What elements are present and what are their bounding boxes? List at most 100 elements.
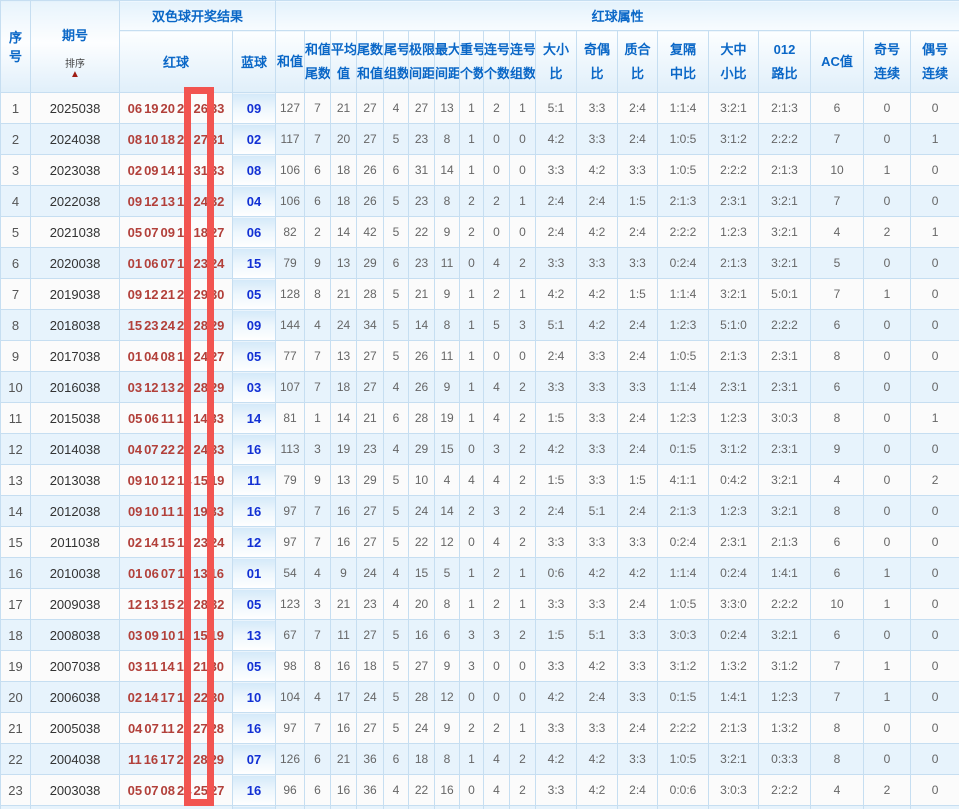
red-ball-number: 30 xyxy=(209,286,225,302)
attr-tail-sum-cell: 24 xyxy=(356,681,385,713)
red-ball-number: 31 xyxy=(193,162,208,178)
attr-limit-span-cell: 28 xyxy=(408,681,436,713)
attr-sum-cell: 126 xyxy=(275,743,306,775)
attr-sum-cell xyxy=(275,805,306,809)
attr-012-road-ratio-cell: 2:2:2 xyxy=(758,588,812,620)
attr-big-mid-small-ratio-cell: 0:4:2 xyxy=(708,464,760,496)
attr-012-road-ratio-cell xyxy=(758,805,812,809)
attr-average-cell: 18 xyxy=(330,371,358,403)
attr-average-cell: 11 xyxy=(330,619,358,651)
red-ball-number: 06 xyxy=(144,565,159,581)
attr-consecutive-count-cell: 0 xyxy=(483,216,511,248)
red-ball-number: 24 xyxy=(177,782,192,798)
red-ball-number: 17 xyxy=(160,751,175,767)
serial-cell: 14 xyxy=(0,495,31,527)
attr-ac-value-cell: 8 xyxy=(810,495,865,527)
attr-odd-even-ratio-cell: 4:2 xyxy=(576,278,619,310)
col-header-big-small-ratio: 大小比 xyxy=(535,30,578,93)
attr-odd-even-ratio-cell: 2:4 xyxy=(576,681,619,713)
red-ball-number: 02 xyxy=(127,689,143,705)
attr-consecutive-count-cell xyxy=(483,805,511,809)
attr-sum-tail-cell: 3 xyxy=(304,433,332,465)
attr-consecutive-count-cell: 0 xyxy=(483,154,511,186)
attr-even-consecutive-cell: 0 xyxy=(910,495,959,527)
red-ball-number: 21 xyxy=(193,658,208,674)
attr-tail-groups-cell: 5 xyxy=(383,123,410,155)
attr-max-gap-cell: 12 xyxy=(434,681,461,713)
red-ball-number: 24 xyxy=(193,441,208,457)
red-ball-number: 04 xyxy=(144,348,159,364)
attr-consecutive-groups-cell: 2 xyxy=(509,464,537,496)
red-ball-number: 31 xyxy=(209,131,225,147)
attr-tail-sum-cell: 27 xyxy=(356,495,385,527)
group-header-red-attributes: 红球属性 xyxy=(275,0,959,31)
attr-average-cell: 16 xyxy=(330,495,358,527)
attr-fu-ge-zhong-ratio-cell: 0:2:4 xyxy=(657,247,710,279)
attr-repeat-count-cell: 1 xyxy=(459,92,485,124)
period-cell: 2009038 xyxy=(30,588,120,620)
serial-cell: 10 xyxy=(0,371,31,403)
attr-012-road-ratio-cell: 5:0:1 xyxy=(758,278,812,310)
attr-012-road-ratio-cell: 0:3:3 xyxy=(758,743,812,775)
sort-ascending-icon[interactable]: ▲ xyxy=(70,68,80,80)
attr-repeat-count-cell: 1 xyxy=(459,557,485,589)
attr-consecutive-groups-cell: 1 xyxy=(509,588,537,620)
attr-sum-tail-cell: 4 xyxy=(304,557,332,589)
attr-tail-groups-cell: 4 xyxy=(383,557,410,589)
attr-odd-consecutive-cell: 0 xyxy=(863,309,912,341)
result-row: 8 2018038 15 23 24 25 28 29 09 144 4 24 34 5 14 8 1 5 3 5:1… xyxy=(0,309,959,341)
attr-even-consecutive-cell: 1 xyxy=(910,402,959,434)
period-cell: 2021038 xyxy=(30,216,120,248)
period-cell: 2013038 xyxy=(30,464,120,496)
red-ball-number: 33 xyxy=(209,410,225,426)
attr-fu-ge-zhong-ratio-cell xyxy=(657,805,710,809)
attr-max-gap-cell: 4 xyxy=(434,464,461,496)
attr-repeat-count-cell: 1 xyxy=(459,588,485,620)
attr-big-small-ratio-cell: 2:4 xyxy=(535,495,578,527)
serial-cell: 16 xyxy=(0,557,31,589)
attr-012-road-ratio-cell: 3:2:1 xyxy=(758,247,812,279)
attr-ac-value-cell: 7 xyxy=(810,650,865,682)
serial-cell: 21 xyxy=(0,712,31,744)
col-header-average: 平均值 xyxy=(330,30,358,93)
attr-odd-consecutive-cell: 2 xyxy=(863,774,912,806)
col-header-fu-ge-zhong-ratio: 复隔 中比 xyxy=(657,30,710,93)
attr-sum-tail-cell: 4 xyxy=(304,309,332,341)
attr-odd-even-ratio-cell: 2:4 xyxy=(576,185,619,217)
attr-prime-composite-ratio-cell: 2:4 xyxy=(617,712,659,744)
attr-max-gap-cell: 8 xyxy=(434,743,461,775)
serial-cell: 7 xyxy=(0,278,31,310)
attr-012-road-ratio-cell: 3:2:1 xyxy=(758,619,812,651)
serial-cell: 13 xyxy=(0,464,31,496)
red-ball-number: 01 xyxy=(127,348,143,364)
col-header-period-sort[interactable]: 期号 排序 ▲ xyxy=(30,0,120,93)
result-row: 10 2016038 03 12 13 22 28 29 03 107 7 18 27 4 26 9 1 4 2 3:… xyxy=(0,371,959,403)
red-ball-number: 15 xyxy=(160,596,175,612)
attr-odd-even-ratio-cell: 5:1 xyxy=(576,619,619,651)
attr-tail-groups-cell: 4 xyxy=(383,774,410,806)
red-ball-number: 09 xyxy=(127,472,143,488)
red-ball-number: 11 xyxy=(160,720,175,736)
attr-consecutive-groups-cell: 0 xyxy=(509,681,537,713)
period-label: 期号 xyxy=(61,27,88,43)
red-ball-number: 25 xyxy=(177,317,192,333)
attr-fu-ge-zhong-ratio-cell: 1:2:3 xyxy=(657,309,710,341)
attr-repeat-count-cell: 2 xyxy=(459,712,485,744)
result-row: 21 2005038 04 07 11 20 27 28 16 97 7 16 27 5 24 9 2 2 1 3:3… xyxy=(0,712,959,744)
attr-average-cell: 21 xyxy=(330,278,358,310)
red-balls-cell: 08 10 18 23 27 31 xyxy=(119,123,233,155)
attr-odd-even-ratio-cell: 3:3 xyxy=(576,92,619,124)
attr-prime-composite-ratio-cell: 1:5 xyxy=(617,464,659,496)
red-ball-number: 12 xyxy=(144,193,159,209)
attr-ac-value-cell: 8 xyxy=(810,402,865,434)
attr-fu-ge-zhong-ratio-cell: 1:1:4 xyxy=(657,278,710,310)
attr-even-consecutive-cell: 0 xyxy=(910,309,959,341)
attr-big-mid-small-ratio-cell: 1:2:3 xyxy=(708,495,760,527)
attr-repeat-count-cell: 1 xyxy=(459,123,485,155)
red-ball-number: 29 xyxy=(193,286,208,302)
blue-ball-cell: 13 xyxy=(231,619,277,651)
result-row: 3 2023038 02 09 14 17 31 33 08 106 6 18 26 6 31 14 1 0 0 3:… xyxy=(0,154,959,186)
attr-consecutive-count-cell: 4 xyxy=(483,774,511,806)
attr-sum-tail-cell: 7 xyxy=(304,340,332,372)
